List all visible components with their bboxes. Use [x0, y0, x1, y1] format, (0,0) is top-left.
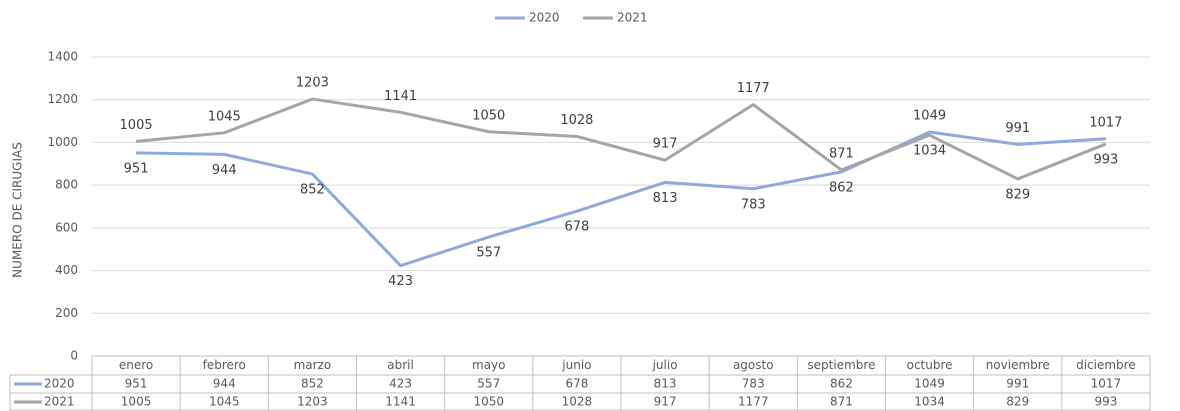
data-label: 1005 [120, 118, 153, 133]
x-tick-label: febrero [203, 358, 246, 372]
y-tick-label: 400 [55, 263, 78, 277]
table-cell: 1045 [209, 395, 240, 409]
table-cell: 1203 [297, 395, 328, 409]
table-cell: 813 [654, 377, 677, 391]
table-cell: 852 [301, 377, 324, 391]
x-tick-label: marzo [294, 358, 332, 372]
table-cell: 991 [1006, 377, 1029, 391]
y-tick-label: 800 [55, 178, 78, 192]
x-tick-label: enero [119, 358, 153, 372]
x-tick-label: septiembre [807, 358, 875, 372]
table-cell: 1017 [1091, 377, 1122, 391]
table-cell: 557 [477, 377, 500, 391]
data-label: 917 [653, 137, 678, 152]
table-cell: 423 [389, 377, 412, 391]
y-tick-label: 1400 [47, 50, 78, 64]
table-cell: 1050 [473, 395, 504, 409]
data-label: 862 [829, 180, 854, 195]
data-label: 1177 [737, 81, 770, 96]
table-cell: 829 [1006, 395, 1029, 409]
y-axis-label: NUMERO DE CIRUGIAS [11, 142, 25, 278]
table-cell: 917 [654, 395, 677, 409]
table-cell: 1034 [914, 395, 945, 409]
x-tick-label: junio [561, 358, 591, 372]
data-label: 1050 [472, 108, 505, 123]
table-cell: 871 [830, 395, 853, 409]
y-tick-label: 1200 [47, 92, 78, 106]
x-tick-label: octubre [907, 358, 953, 372]
data-label: 1141 [384, 89, 417, 104]
table-cell: 783 [742, 377, 765, 391]
table-cell: 862 [830, 377, 853, 391]
table-cell: 1177 [738, 395, 769, 409]
table-row-label: 2021 [44, 395, 75, 409]
y-tick-label: 200 [55, 306, 78, 320]
data-label: 871 [829, 146, 854, 161]
table-cell: 944 [213, 377, 236, 391]
table-cell: 1049 [914, 377, 945, 391]
x-tick-label: abril [387, 358, 414, 372]
x-tick-label: noviembre [986, 358, 1050, 372]
table-cell: 1028 [562, 395, 593, 409]
x-tick-label: mayo [472, 358, 506, 372]
data-label: 1045 [208, 109, 241, 124]
data-label: 1034 [913, 144, 946, 159]
data-label: 993 [1094, 152, 1119, 167]
x-tick-label: agosto [733, 358, 774, 372]
data-label: 852 [300, 183, 325, 198]
x-tick-label: diciembre [1076, 358, 1136, 372]
table-cell: 1141 [385, 395, 416, 409]
data-label: 991 [1005, 121, 1030, 136]
legend-label: 2020 [529, 11, 560, 25]
data-label: 783 [741, 197, 766, 212]
data-label: 951 [124, 161, 149, 176]
table-row-label: 2020 [44, 377, 75, 391]
series-line [135, 97, 1107, 181]
series-line [136, 130, 1107, 268]
table-cell: 1005 [121, 395, 152, 409]
data-label: 829 [1005, 187, 1030, 202]
data-label: 1017 [1089, 115, 1122, 130]
data-label: 813 [653, 191, 678, 206]
data-label: 423 [388, 274, 413, 289]
data-label: 1049 [913, 108, 946, 123]
y-tick-label: 600 [55, 220, 78, 234]
y-tick-label: 1000 [47, 135, 78, 149]
table-cell: 678 [565, 377, 588, 391]
table-cell: 951 [125, 377, 148, 391]
data-label: 1203 [296, 76, 329, 91]
table-cell: 993 [1094, 395, 1117, 409]
data-label: 1028 [560, 113, 593, 128]
legend-label: 2021 [617, 11, 648, 25]
data-label: 944 [212, 163, 237, 178]
y-tick-label: 0 [70, 349, 78, 363]
data-label: 557 [476, 246, 501, 261]
x-tick-label: julio [652, 358, 678, 372]
data-label: 678 [565, 220, 590, 235]
